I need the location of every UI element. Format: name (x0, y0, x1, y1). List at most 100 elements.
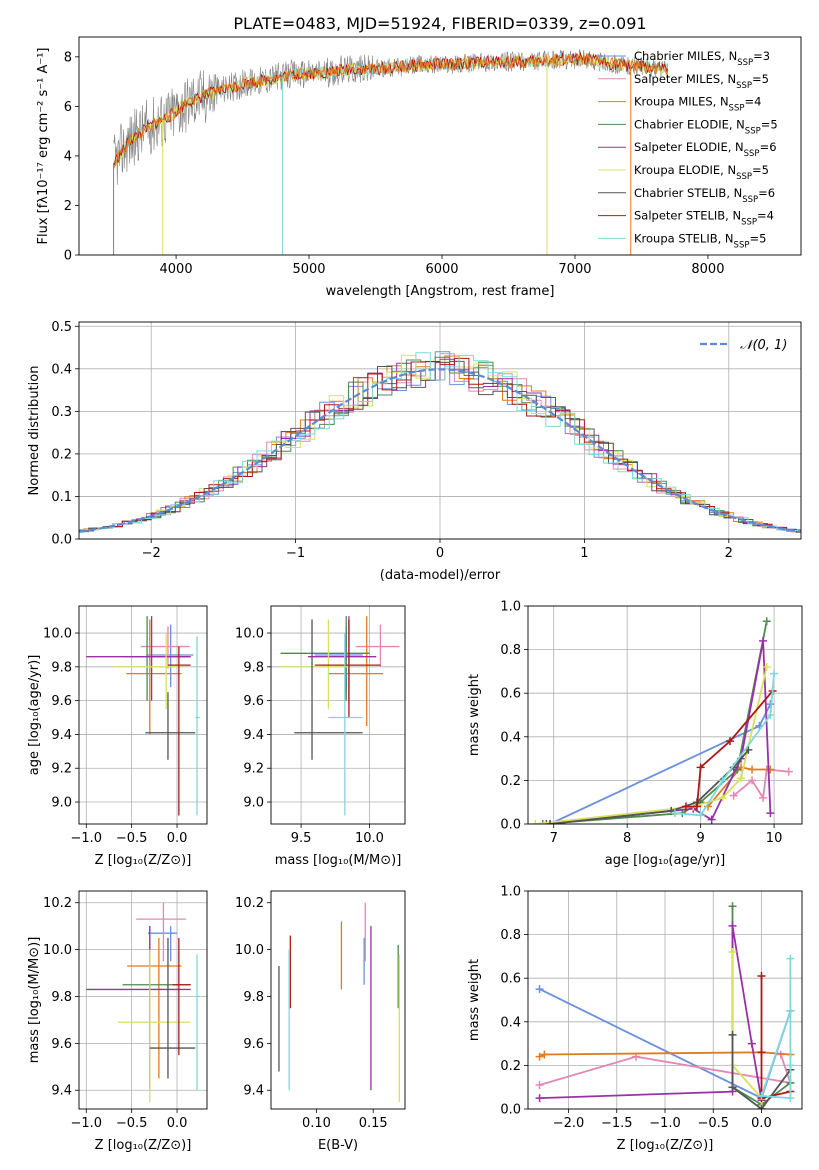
panel-age-vs-Z: −1.0 −0.5 0.0 9.0 9.2 9.4 9.6 9.8 10.0 Z [log₁₀(Z… (27, 605, 208, 868)
x-tick-label: −2 (142, 546, 161, 561)
weight-marker (786, 1061, 795, 1070)
x-tick-label: 0.0 (751, 1116, 772, 1131)
weight-marker (535, 1081, 544, 1090)
y-tick-label: 9.4 (51, 728, 72, 743)
weight-marker (728, 1030, 737, 1039)
weight-marker (692, 802, 701, 811)
y-tick-label: 0.2 (500, 774, 521, 789)
x-tick-label: 4000 (160, 262, 193, 277)
legend-label: Salpeter ELODIE, NSSP=6 (634, 140, 777, 159)
normal-curve (79, 368, 801, 533)
y-tick-label: 1.0 (500, 885, 521, 900)
legend-label: Chabrier ELODIE, NSSP=5 (634, 117, 778, 136)
y-tick-label: 0.5 (51, 320, 72, 335)
y-tick-label: 0.1 (51, 490, 72, 505)
x-tick-label: −0.5 (116, 1116, 148, 1131)
x-tick-label: 9 (696, 831, 704, 846)
x-tick-label: 0.10 (302, 1116, 331, 1131)
weight-marker (718, 776, 727, 785)
y-tick-label: 0.6 (500, 687, 521, 702)
weight-marker (696, 763, 705, 772)
y-tick-label: 10.2 (43, 896, 72, 911)
weight-marker (535, 985, 544, 994)
weight-marker (786, 1006, 795, 1015)
x-tick-label: −1.0 (70, 831, 102, 846)
weight-marker (786, 954, 795, 963)
y-tick-label: 2 (64, 199, 72, 214)
weight-marker (737, 774, 746, 783)
y-axis-label: Flux [fλ10⁻¹⁷ erg cm⁻² s⁻¹ A⁻¹] (36, 48, 51, 245)
x-tick-label: 10.0 (355, 831, 384, 846)
x-tick-label: 10 (766, 831, 783, 846)
weight-marker (535, 1094, 544, 1103)
y-tick-label: 9.2 (243, 762, 264, 777)
weight-marker (670, 809, 679, 818)
y-tick-label: 10.0 (235, 943, 264, 958)
y-tick-label: 9.8 (51, 660, 72, 675)
panel-weight-vs-age: 7 8 9 10 0.0 0.2 0.4 0.6 0.8 1.0 age [log₁₀(age/yr… (467, 600, 803, 868)
y-tick-label: 1.0 (500, 600, 521, 615)
x-tick-label: −2.0 (553, 1116, 585, 1131)
weight-line (539, 925, 763, 1101)
panel-mass-vs-ebv: 0.10 0.15 9.4 9.6 9.8 10.0 10.2 E(B-V) (235, 890, 406, 1153)
weight-marker (766, 711, 775, 719)
legend-label: Salpeter STELIB, NSSP=4 (634, 209, 774, 228)
y-tick-label: 9.6 (243, 1037, 264, 1052)
x-tick-label: −1.0 (70, 1116, 102, 1131)
panel-age-vs-mass: 9.5 10.0 9.0 9.2 9.4 9.6 9.8 10.0 mass [log₁₀(M/… (235, 605, 406, 868)
weight-line (731, 1034, 792, 1109)
weight-marker (784, 767, 793, 776)
histogram-step (79, 352, 801, 533)
legend-label: 𝒩(0, 1) (740, 338, 787, 353)
y-tick-label: 0.4 (500, 730, 521, 745)
x-axis-label: (data-model)/error (380, 568, 501, 583)
weight-marker (540, 1050, 549, 1059)
y-tick-label: 0.0 (500, 1103, 521, 1118)
y-tick-label: 0.0 (51, 533, 72, 548)
y-tick-label: 10.0 (43, 627, 72, 642)
y-tick-label: 9.0 (51, 796, 72, 811)
x-tick-label: −1.5 (601, 1116, 633, 1131)
y-tick-label: 9.2 (51, 762, 72, 777)
y-tick-label: 10.2 (235, 896, 264, 911)
weight-line (535, 666, 768, 824)
plot-area-weight-vs-age (531, 617, 793, 824)
y-tick-label: 0.8 (500, 928, 521, 943)
x-tick-label: −1.0 (649, 1116, 681, 1131)
weight-marker (757, 972, 766, 981)
y-tick-label: 0.4 (51, 362, 72, 377)
x-tick-label: −0.5 (697, 1116, 729, 1131)
weight-marker (718, 793, 727, 802)
weight-line (707, 766, 771, 808)
y-tick-label: 0.8 (500, 643, 521, 658)
x-axis-label: wavelength [Angstrom, rest frame] (326, 284, 555, 299)
model-spectrum (113, 51, 669, 166)
weight-marker (696, 811, 705, 820)
plot-area-weight-vs-Z (535, 902, 795, 1109)
weight-marker (726, 737, 735, 746)
y-tick-label: 8 (64, 50, 72, 65)
weight-marker (757, 1091, 766, 1100)
plot-area-age-vs-Z (86, 616, 200, 816)
x-axis-label: Z [log₁₀(Z/Z⊙)] (617, 1138, 714, 1153)
weight-marker (786, 1094, 795, 1103)
y-tick-label: 0.3 (51, 405, 72, 420)
y-tick-label: 9.8 (243, 660, 264, 675)
weight-marker (729, 791, 738, 800)
y-tick-label: 9.8 (51, 990, 72, 1005)
x-axis-label: E(B-V) (318, 1138, 358, 1153)
weight-marker (546, 820, 555, 824)
model-spectrum (113, 52, 669, 170)
y-tick-label: 9.8 (243, 990, 264, 1005)
axes-frame (527, 890, 803, 1110)
x-tick-label: 0.0 (167, 1116, 188, 1131)
x-axis-label: Z [log₁₀(Z/Z⊙)] (95, 853, 192, 868)
weight-marker (538, 820, 547, 824)
y-tick-label: 9.4 (51, 1084, 72, 1099)
axes-frame (78, 890, 208, 1110)
y-tick-label: 0.2 (51, 447, 72, 462)
y-axis-label: age [log₁₀(age/yr)] (27, 655, 42, 776)
weight-marker (542, 820, 551, 824)
y-tick-label: 9.6 (51, 694, 72, 709)
